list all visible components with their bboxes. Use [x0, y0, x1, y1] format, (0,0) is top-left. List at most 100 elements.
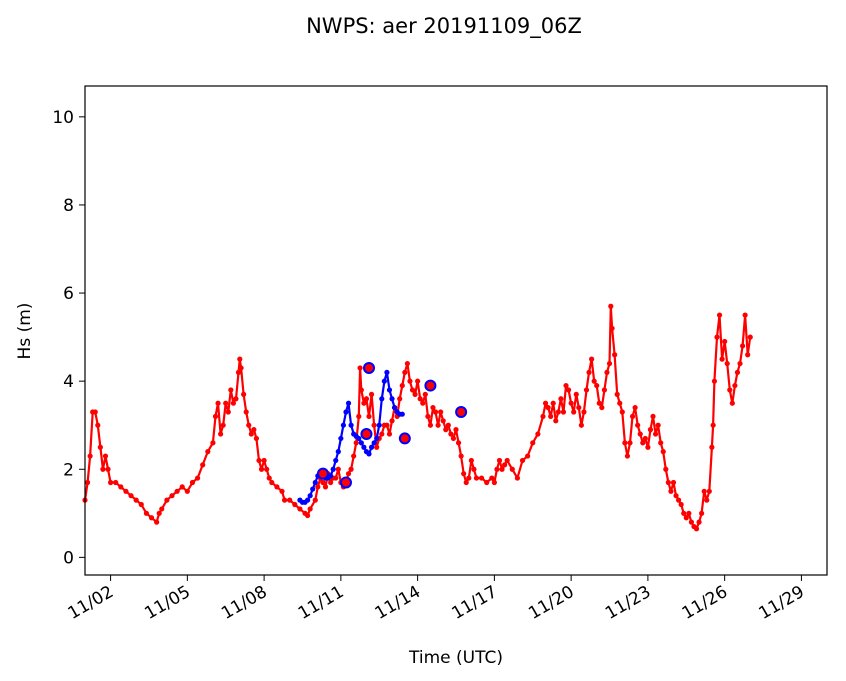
y-tick-label: 10: [52, 108, 74, 128]
series-0-point: [241, 391, 247, 397]
series-0-point: [264, 466, 270, 472]
series-0-point: [716, 312, 723, 318]
series-1-point: [368, 444, 375, 450]
series-0-point: [729, 400, 735, 406]
series-0-point: [366, 413, 372, 420]
series-0-point: [484, 479, 490, 486]
series-0-point: [384, 422, 390, 428]
series-0-point: [693, 526, 700, 532]
series-0-point: [256, 457, 262, 464]
series-0-point: [624, 453, 631, 459]
series-0-point: [576, 404, 582, 411]
series-0-point: [614, 391, 620, 397]
series-0-point: [553, 418, 559, 424]
series-0-point: [658, 440, 664, 446]
series-0-point: [368, 391, 375, 397]
series-0-point: [438, 409, 444, 415]
series-0-point: [156, 510, 162, 516]
series-0-point: [305, 512, 311, 519]
series-0-point: [555, 409, 561, 415]
series-0-point: [443, 427, 449, 433]
series-0-point: [92, 409, 98, 415]
series-0-point: [427, 422, 434, 428]
series-0-point: [422, 391, 428, 397]
series-0-point: [246, 422, 252, 428]
series-0-point: [445, 422, 451, 428]
series-0-point: [328, 479, 334, 486]
series-0-point: [420, 400, 426, 406]
x-tick-label: 11/05: [141, 582, 193, 624]
y-tick-label: 8: [63, 196, 74, 216]
series-0-point: [233, 396, 239, 402]
series-0-point: [307, 506, 313, 512]
series-0-point: [235, 369, 242, 375]
series-1-point: [348, 422, 354, 428]
series-0-point: [706, 488, 712, 494]
series-0-point: [138, 501, 144, 508]
series-0-point: [681, 510, 687, 516]
series-0-point: [722, 338, 728, 345]
series-0-point: [629, 413, 636, 420]
series-0-point: [248, 431, 254, 437]
x-tick-label: 11/02: [65, 582, 117, 624]
series-1-point: [361, 444, 367, 450]
series-0-point: [668, 488, 674, 494]
series-0-point: [686, 510, 692, 516]
series-0-point: [509, 466, 515, 472]
series-0-point: [747, 334, 753, 340]
series-0-point: [683, 515, 689, 521]
highlight-point: [316, 467, 329, 480]
series-0-point: [297, 506, 303, 512]
series-0-point: [699, 510, 705, 516]
series-0-point: [608, 303, 614, 309]
x-tick-label: 11/23: [602, 582, 654, 624]
series-0-point: [164, 497, 170, 503]
series-0-point: [397, 396, 403, 402]
series-0-point: [519, 457, 526, 464]
series-0-point: [635, 422, 641, 428]
series-0-point: [412, 391, 418, 397]
x-axis-label: Time (UTC): [408, 648, 503, 668]
series-0-point: [665, 479, 671, 486]
series-0-point: [194, 475, 201, 481]
series-0-point: [95, 422, 101, 428]
series-0-point: [118, 484, 124, 490]
series-1-point: [379, 396, 385, 402]
series-0-point: [320, 479, 326, 486]
series-1-point: [399, 411, 405, 417]
series-0-point: [379, 431, 385, 437]
series-0-point: [148, 515, 155, 521]
series-0-point: [560, 409, 567, 415]
series-0-point: [458, 453, 464, 459]
series-0-point: [642, 435, 648, 442]
series-0-point: [432, 409, 439, 415]
series-0-point: [123, 488, 129, 494]
series-0-point: [468, 457, 474, 464]
series-0-point: [463, 479, 469, 486]
series-0-point: [640, 440, 646, 446]
series-0-point: [734, 369, 741, 375]
plot-area-frame: [84, 85, 828, 576]
series-0-point: [212, 413, 219, 420]
series-0-point: [425, 413, 431, 420]
series-0-point: [133, 497, 139, 503]
series-0-point: [386, 431, 393, 437]
series-0-point: [660, 449, 666, 455]
series-0-point: [107, 479, 114, 486]
series-1-point: [330, 466, 336, 472]
series-0-point: [184, 488, 190, 494]
series-1-point: [310, 486, 316, 492]
y-tick-label: 4: [63, 372, 74, 392]
series-line-0: [83, 305, 752, 530]
y-tick-label: 0: [63, 548, 74, 568]
series-1-point: [391, 404, 398, 411]
y-tick-label: 6: [63, 284, 74, 304]
series-0-point: [473, 475, 480, 481]
series-1-point: [389, 396, 395, 402]
series-0-point: [604, 369, 610, 375]
series-0-point: [356, 413, 362, 420]
series-0-point: [322, 484, 329, 490]
series-0-point: [266, 475, 272, 481]
series-0-point: [200, 462, 206, 468]
